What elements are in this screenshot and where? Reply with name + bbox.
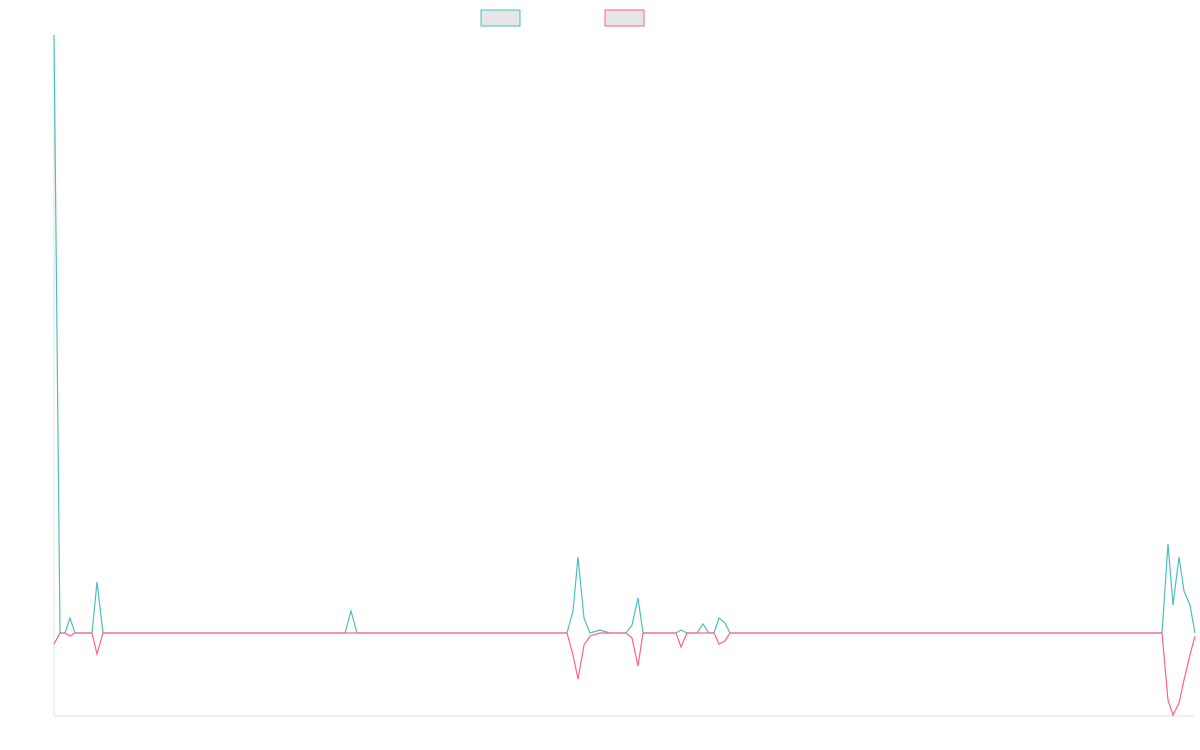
legend-swatch[interactable] [480, 9, 521, 27]
series-line [53, 34, 1196, 634]
legend [480, 9, 645, 27]
legend-swatch[interactable] [604, 9, 645, 27]
series-line [53, 632, 1196, 717]
plot-area [53, 34, 1196, 717]
